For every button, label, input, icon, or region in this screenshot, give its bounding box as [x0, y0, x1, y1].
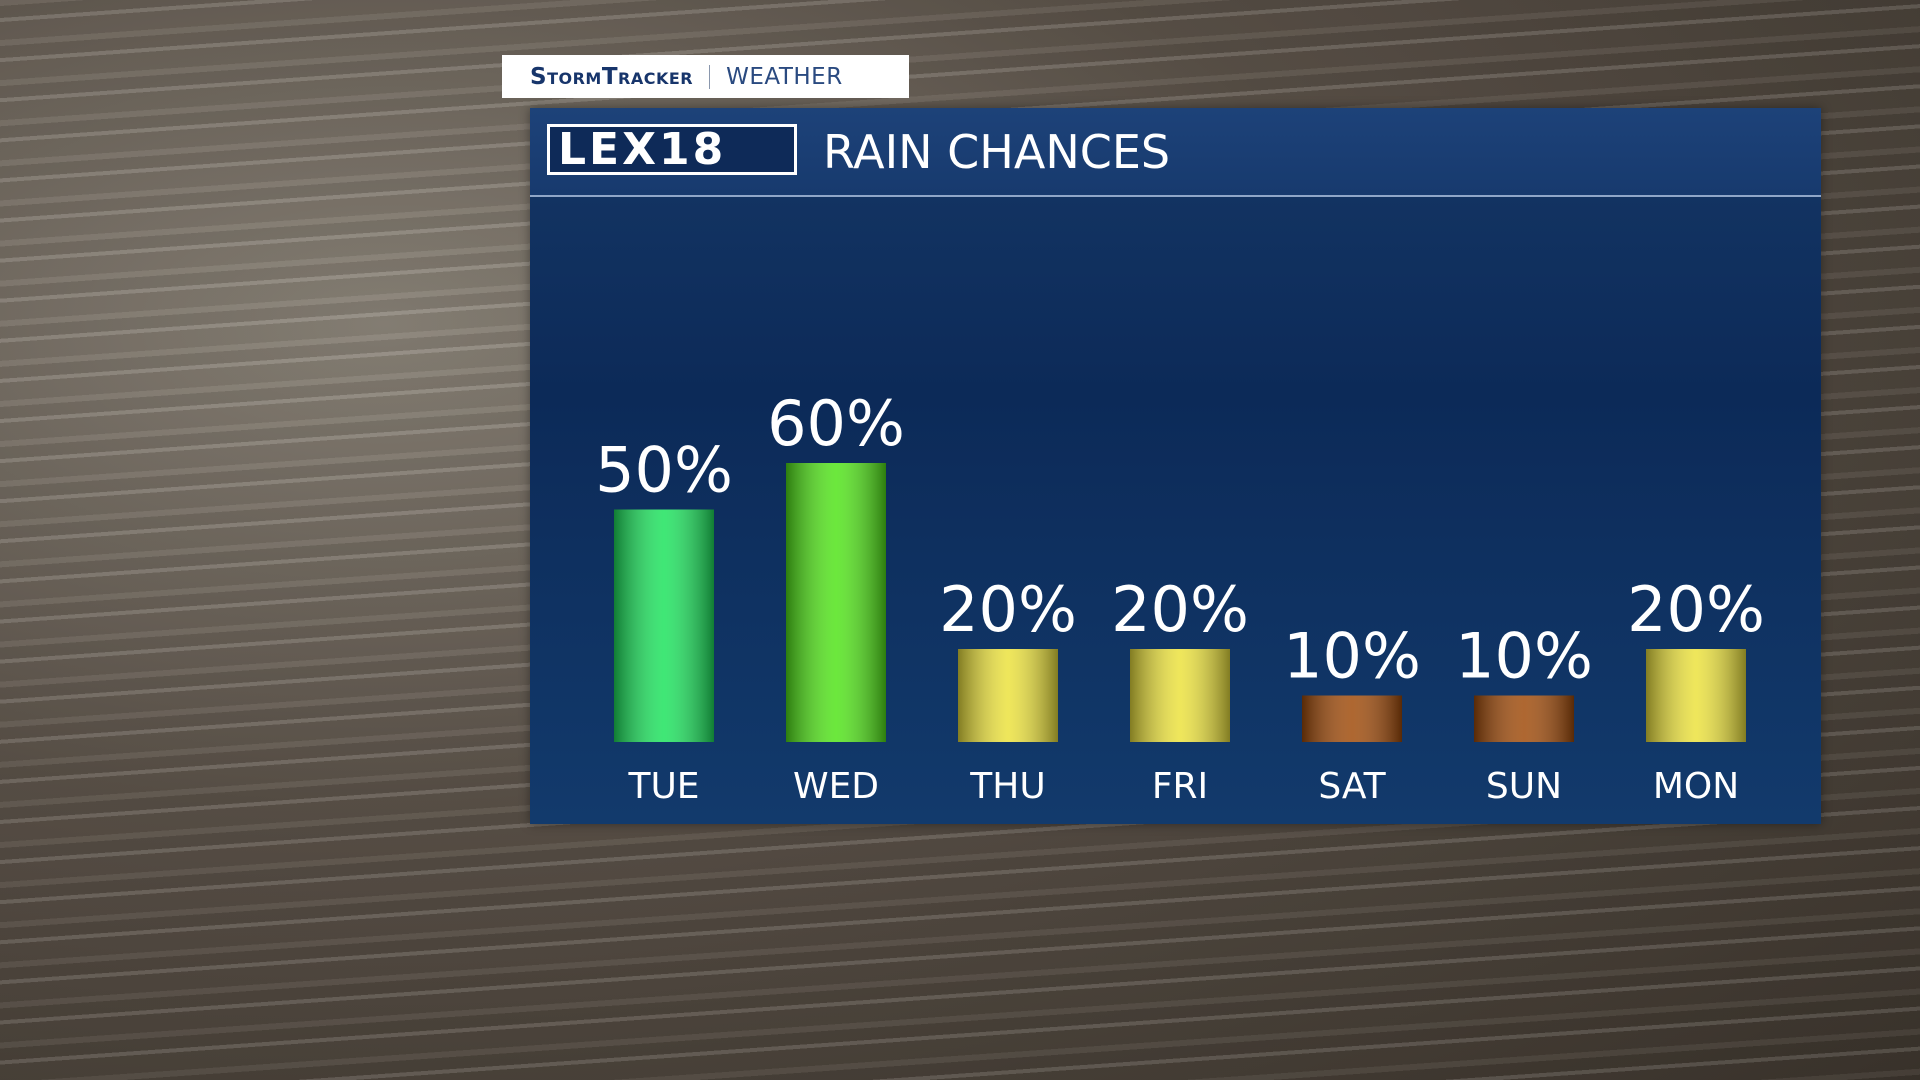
value-label: 50%	[595, 434, 733, 507]
bar-shade	[958, 649, 1058, 742]
category-label: FRI	[1152, 766, 1208, 807]
bar-shade	[1474, 695, 1574, 742]
station-logo: LEX18	[547, 124, 797, 175]
value-label: 60%	[767, 387, 905, 460]
category-label: TUE	[627, 766, 699, 807]
category-label: SUN	[1486, 766, 1562, 807]
category-label: WED	[793, 766, 879, 807]
bar-shade	[1130, 649, 1230, 742]
section-name: WEATHER	[726, 63, 843, 90]
value-label: 20%	[939, 573, 1077, 646]
category-label: SAT	[1318, 766, 1386, 807]
chart-panel: LEX18 RAIN CHANCES	[530, 108, 1821, 824]
value-label: 20%	[1627, 573, 1765, 646]
panel-header: LEX18 RAIN CHANCES	[530, 108, 1821, 197]
category-label: THU	[969, 766, 1045, 807]
value-label: 10%	[1283, 620, 1421, 693]
bar-shade	[1302, 695, 1402, 742]
bar-shade	[614, 509, 714, 742]
program-name: StormTracker	[530, 63, 694, 90]
bar-shade	[1646, 649, 1746, 742]
value-label: 20%	[1111, 573, 1249, 646]
bar-shade	[786, 463, 886, 742]
value-label: 10%	[1455, 620, 1593, 693]
category-label: MON	[1653, 766, 1739, 807]
chart-title: RAIN CHANCES	[823, 125, 1171, 179]
brand-tab: StormTracker WEATHER	[502, 55, 909, 98]
separator	[709, 64, 711, 89]
